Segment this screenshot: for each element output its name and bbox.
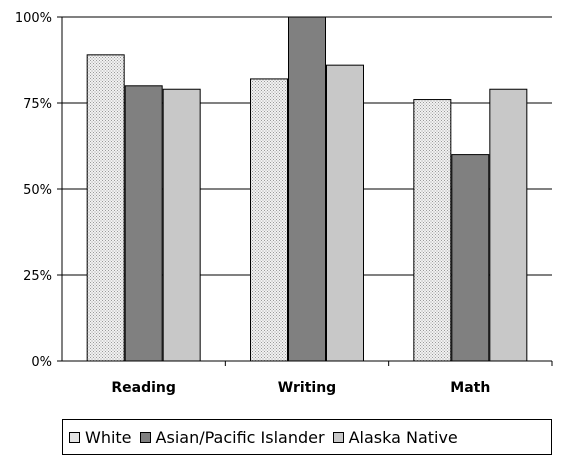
y-tick-label: 75% bbox=[23, 97, 52, 112]
bar-asian-pacific-islander-math bbox=[451, 154, 490, 362]
bars-group bbox=[86, 16, 528, 362]
legend-label: Asian/Pacific Islander bbox=[155, 427, 325, 447]
legend-item: Asian/Pacific Islander bbox=[139, 427, 325, 447]
bar-white-math bbox=[413, 99, 452, 362]
legend-item: Alaska Native bbox=[332, 427, 458, 447]
bar-white-writing bbox=[250, 78, 288, 362]
bar-asian-pacific-islander-writing bbox=[288, 16, 326, 362]
bar-asian-pacific-islander-reading bbox=[124, 85, 163, 362]
legend-swatch bbox=[69, 431, 80, 443]
legend: White Asian/Pacific Islander Alaska Native bbox=[62, 419, 552, 455]
y-tick-label: 100% bbox=[15, 11, 52, 26]
y-tick-labels: 0% 25% 50% 75% 100% bbox=[15, 11, 52, 370]
bar-alaska-native-reading bbox=[162, 88, 201, 362]
bar-alaska-native-math bbox=[489, 88, 528, 362]
x-category-label: Math bbox=[450, 380, 490, 396]
y-tick-label: 0% bbox=[31, 355, 52, 370]
legend-swatch bbox=[139, 431, 151, 443]
legend-item: White bbox=[69, 428, 132, 447]
x-category-label: Reading bbox=[111, 380, 176, 396]
axes bbox=[57, 16, 553, 366]
legend-label: White bbox=[85, 427, 132, 447]
x-category-labels: Reading Writing Math bbox=[111, 380, 490, 396]
bar-alaska-native-writing bbox=[326, 64, 364, 362]
legend-label: Alaska Native bbox=[348, 427, 458, 447]
y-tick-label: 50% bbox=[23, 183, 52, 198]
x-category-label: Writing bbox=[278, 380, 336, 396]
legend-swatch bbox=[332, 431, 344, 443]
bar-white-reading bbox=[86, 54, 125, 362]
y-tick-label: 25% bbox=[23, 269, 52, 284]
